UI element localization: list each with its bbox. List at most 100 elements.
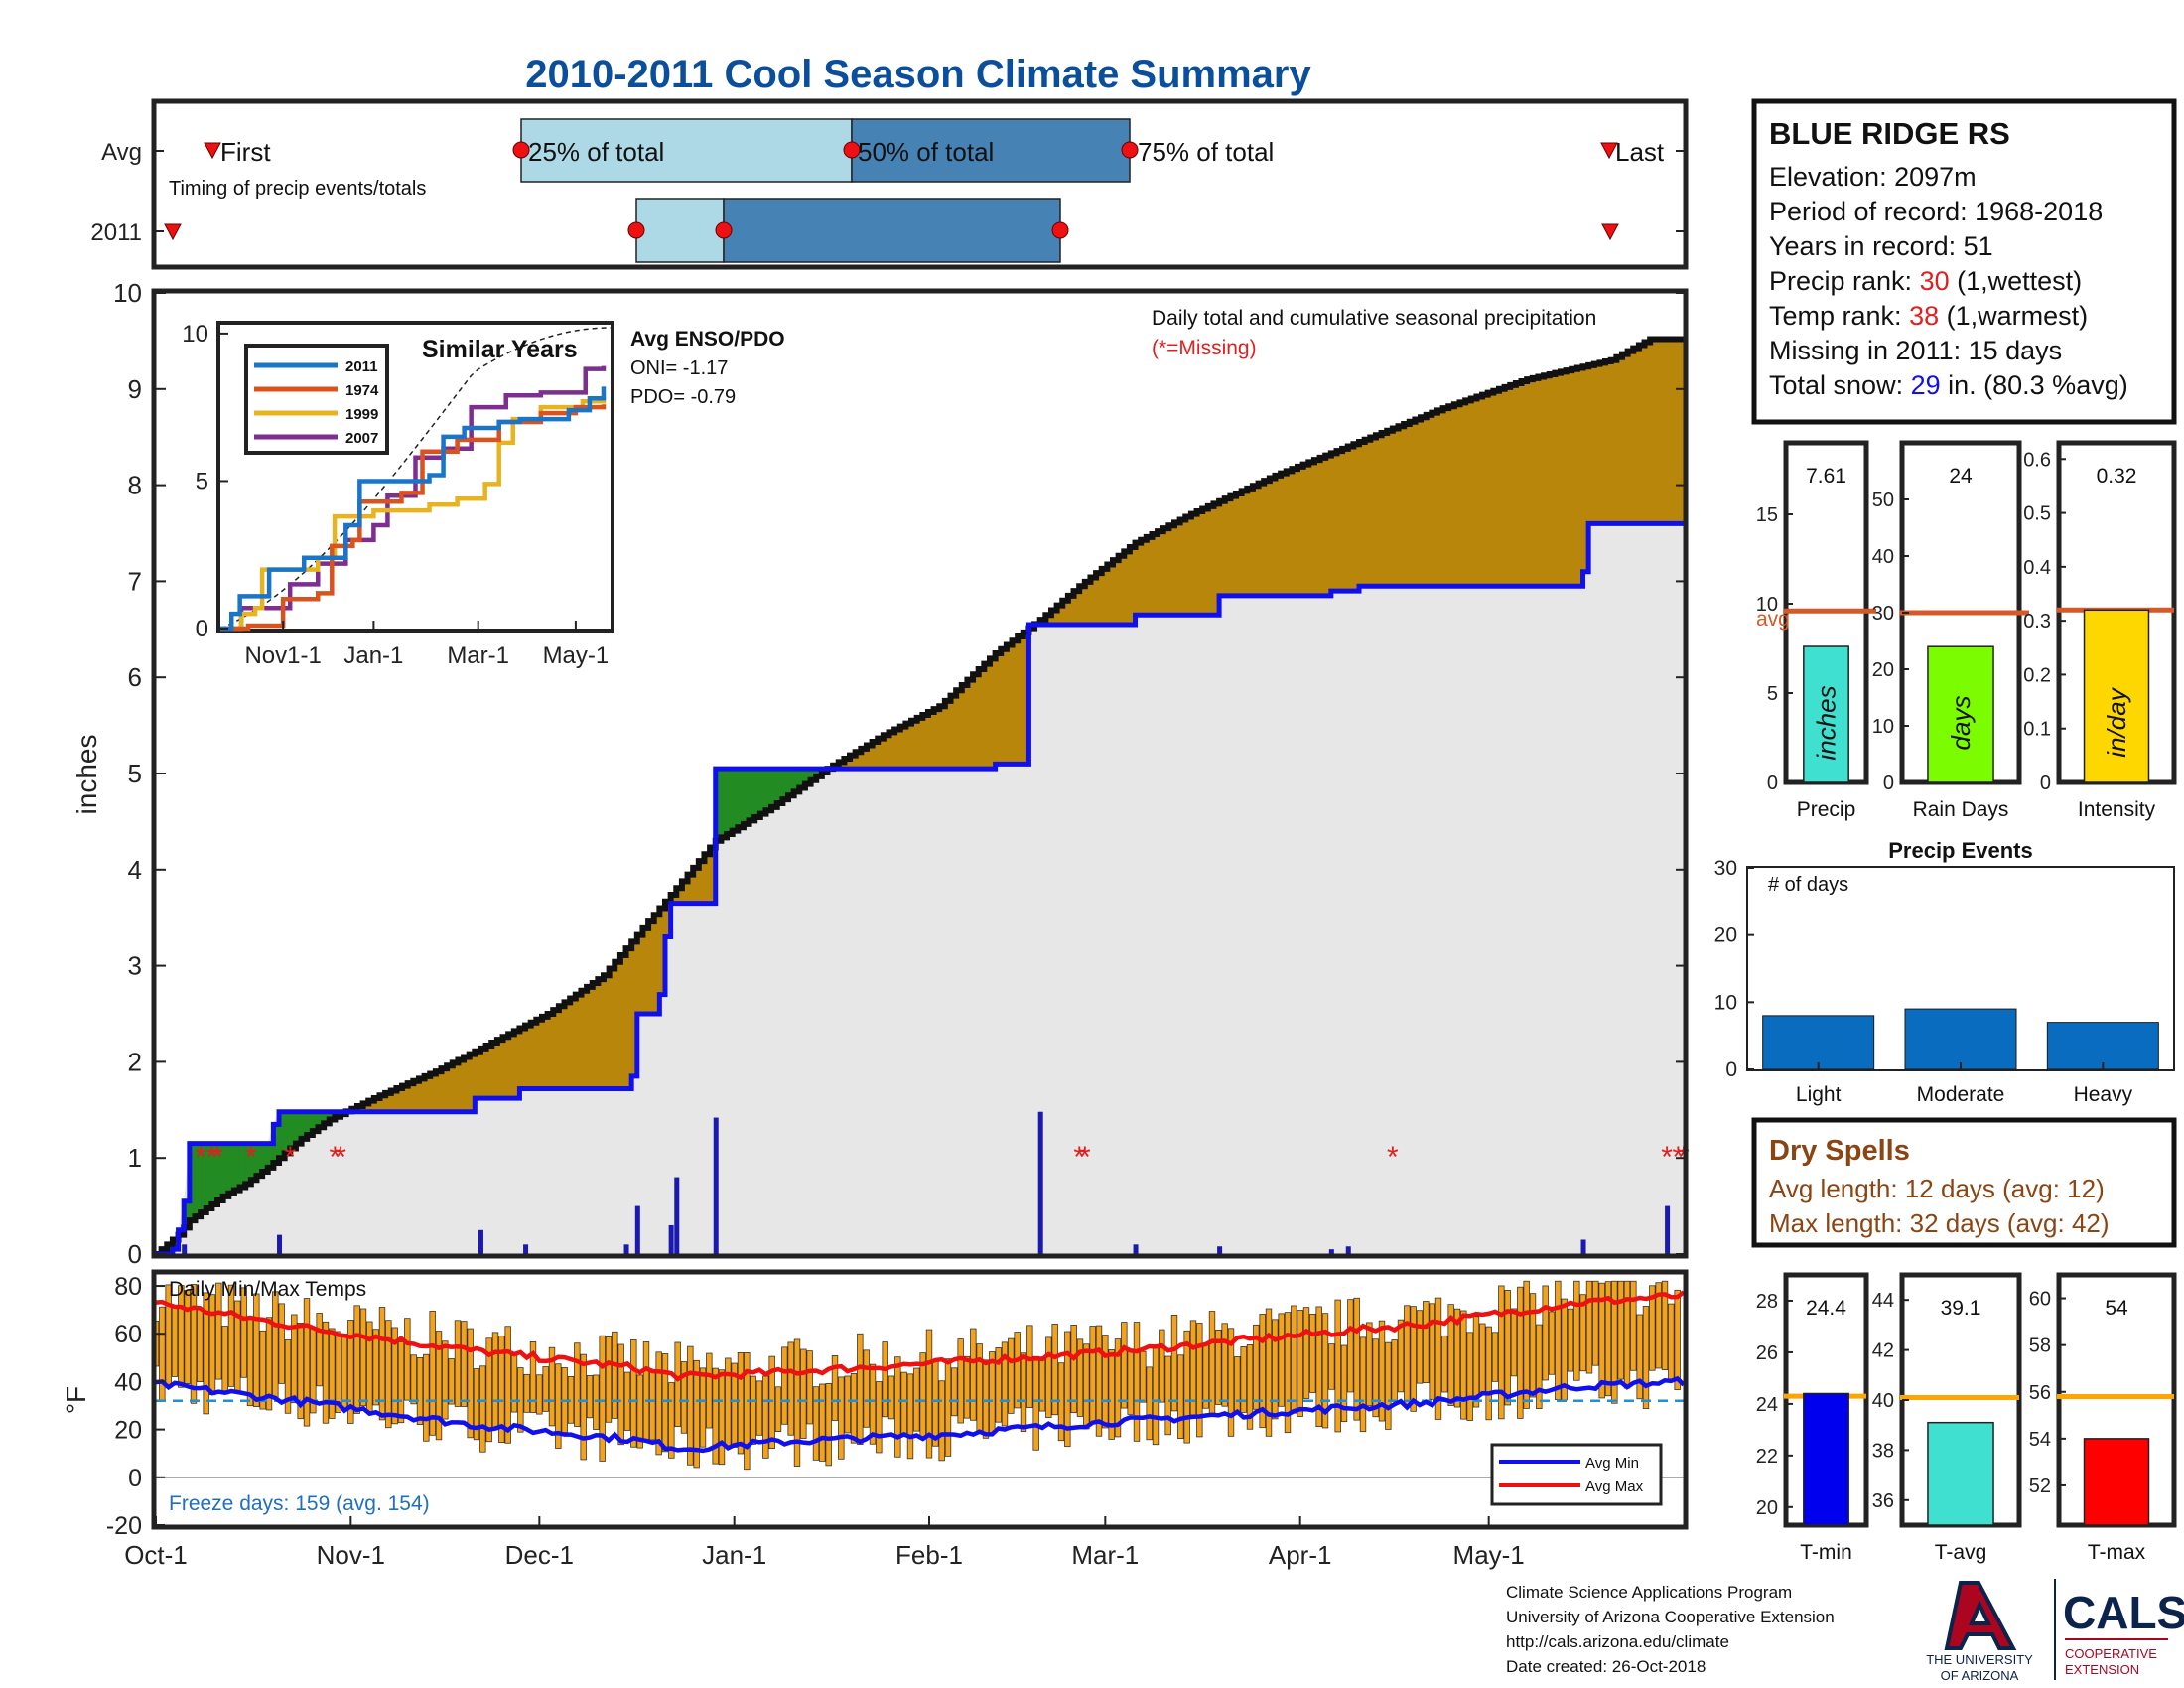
daily-temp-bar (491, 1332, 499, 1431)
dry-spells: Dry Spells Avg length: 12 days (avg: 12)… (1751, 1117, 2177, 1248)
surplus-column (950, 695, 957, 770)
precip-summary-bars: 0 5 10 15 7.61 inches Precip avg 0 10 20 30 40 50 24 da… (1756, 440, 2177, 821)
daily-temp-bar (970, 1328, 977, 1421)
surplus-column (536, 1019, 543, 1089)
p25-label: 25% of total (528, 137, 664, 167)
daily-temp-bar (1429, 1303, 1435, 1400)
daily-temp-bar (1221, 1323, 1228, 1407)
surplus-column (1319, 457, 1326, 596)
surplus-column (581, 990, 588, 1089)
temp-y-tick-label: 40 (114, 1368, 142, 1396)
surplus-column (1292, 469, 1298, 596)
daily-temp-bar (1170, 1315, 1178, 1412)
surplus-column (1678, 339, 1685, 524)
inset-x-tick-label: May-1 (543, 642, 610, 669)
surplus-column (1432, 412, 1438, 587)
ua-line1: THE UNIVERSITY (1926, 1652, 2033, 1667)
temp-y-tick-label: 60 (114, 1321, 142, 1348)
daily-temp-bar (1202, 1343, 1209, 1409)
tmax-tick-label: 60 (2029, 1289, 2051, 1311)
surplus-column (1129, 547, 1137, 625)
daily-temp-bar (1114, 1338, 1122, 1438)
surplus-column (944, 700, 952, 770)
surplus-column (1207, 505, 1215, 616)
surplus-column (1342, 448, 1349, 592)
surplus-column (385, 1092, 392, 1112)
daily-temp-bar (957, 1338, 964, 1424)
surplus-column (1453, 404, 1461, 587)
precip-tick-label: 0 (1767, 773, 1778, 794)
daily-temp-bar (1309, 1314, 1316, 1393)
raindays-tick-label: 50 (1872, 490, 1894, 511)
daily-temp-bar (617, 1343, 624, 1446)
intensity-bar (2083, 609, 2150, 783)
surplus-column (1084, 581, 1092, 625)
daily-temp-bar (599, 1335, 606, 1462)
missing-marker: * (206, 1141, 218, 1174)
daily-precip-bar (668, 1224, 674, 1254)
daily-temp-bar (1655, 1282, 1662, 1369)
daily-temp-bar (1617, 1280, 1624, 1380)
daily-precip-bar (277, 1234, 283, 1254)
deficit-column (250, 1143, 258, 1181)
surplus-column (1470, 398, 1478, 587)
tavg-value-label: 39.1 (1941, 1297, 1981, 1320)
surplus-column (1661, 339, 1668, 524)
surplus-column (1258, 483, 1265, 596)
surplus-column (496, 1040, 504, 1099)
surplus-column (558, 1006, 566, 1089)
surplus-column (1448, 406, 1455, 587)
daily-temp-bar (1140, 1350, 1147, 1403)
below-cum-fill (776, 803, 783, 1254)
tmax-tick-label: 56 (2029, 1382, 2051, 1404)
event-bar-moderate (1904, 1008, 2017, 1070)
surplus-column (530, 1022, 537, 1089)
daily-temp-bar (366, 1321, 373, 1413)
missing-days: Missing in 2011: 15 days (1769, 336, 2062, 365)
dry-avg: Avg length: 12 days (avg: 12) (1769, 1174, 2105, 1203)
inset-x-tick-label: Jan-1 (343, 642, 403, 669)
surplus-column (1135, 542, 1142, 616)
surplus-column (1275, 475, 1282, 596)
first-label: First (220, 137, 271, 167)
surplus-column (1067, 595, 1075, 625)
daily-temp-bar (1410, 1306, 1417, 1412)
events-title: Precip Events (1888, 838, 2033, 863)
precip-chart-title: Daily total and cumulative seasonal prec… (1152, 307, 1596, 330)
daily-precip-bar (623, 1244, 629, 1254)
daily-temp-bar (1272, 1319, 1279, 1420)
daily-temp-bar (636, 1374, 643, 1449)
surplus-column (1650, 339, 1657, 524)
surplus-column (1381, 433, 1388, 587)
raindays-x-label: Rain Days (1913, 798, 2009, 821)
below-cum-fill (279, 1158, 286, 1254)
daily-temp-bar (1404, 1305, 1411, 1407)
temp-frame (151, 1269, 1689, 1530)
surplus-column (541, 1016, 549, 1089)
surplus-column (665, 901, 672, 937)
deficit-column (759, 769, 767, 814)
daily-precip-bar (713, 1117, 719, 1254)
daily-temp-bar (378, 1307, 386, 1421)
surplus-column (1426, 414, 1433, 587)
daily-temp-bar (435, 1331, 443, 1441)
deficit-column (721, 769, 728, 838)
surplus-column (698, 861, 706, 904)
below-cum-fill (810, 779, 817, 1254)
daily-temp-bar (699, 1367, 707, 1448)
surplus-column (1124, 551, 1131, 625)
below-cum-fill (222, 1196, 229, 1254)
inset-x-tick-label: Mar-1 (447, 642, 509, 669)
y2011-p50-dot (715, 221, 733, 239)
daily-temp-bar (1517, 1286, 1524, 1419)
surplus-column (1001, 648, 1008, 765)
daily-temp-bar (680, 1361, 688, 1434)
intensity-tick-label: 0.3 (2023, 611, 2051, 633)
raindays-tick-label: 0 (1883, 773, 1894, 794)
temp-summary-bars: 20 22 24 26 28 24.4 T-min 36 38 40 42 44 39.1 T-avg 52… (1756, 1272, 2177, 1564)
below-cum-fill (738, 827, 745, 1254)
daily-temp-bar (1491, 1332, 1499, 1382)
surplus-column (1247, 488, 1254, 596)
daily-temp-bar (1076, 1338, 1084, 1417)
surplus-column (479, 1048, 487, 1099)
